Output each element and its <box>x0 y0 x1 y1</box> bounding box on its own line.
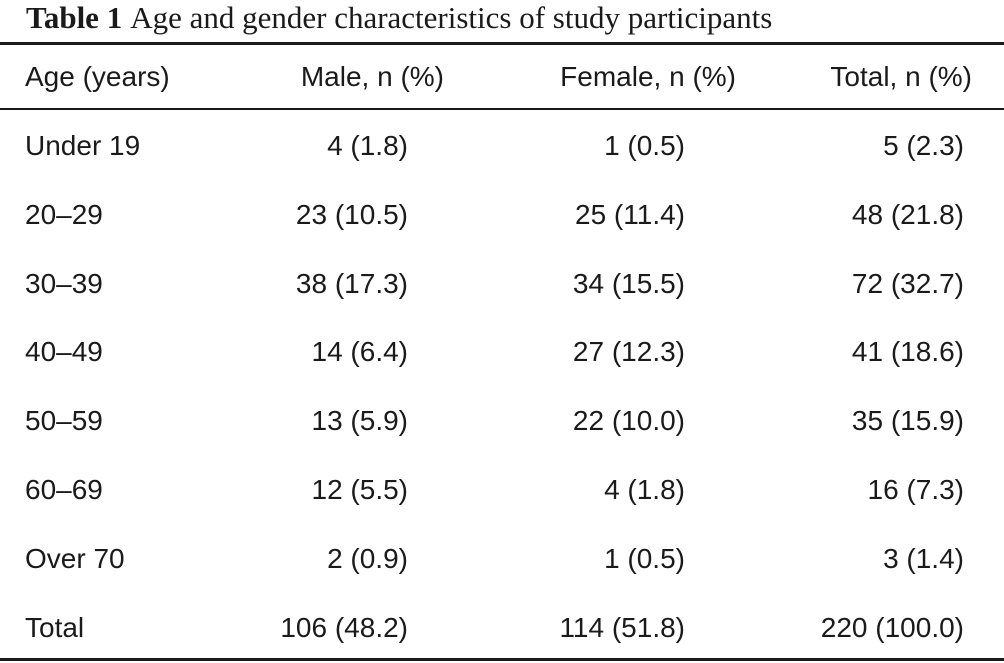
table-bottom-rule <box>0 658 1004 661</box>
cell-male: 14 (6.4) <box>311 336 409 367</box>
cell-female: 114 (51.8) <box>559 612 685 643</box>
table-row: 40–49 14 (6.4) 27 (12.3) 41 (18.6) <box>0 332 1004 372</box>
cell-male: 106 (48.2) <box>280 612 408 643</box>
cell-male: 38 (17.3) <box>295 268 408 299</box>
table-row: 60–69 12 (5.5) 4 (1.8) 16 (7.3) <box>0 470 1004 510</box>
header-age: Age (years) <box>25 61 170 92</box>
table-header-rule <box>0 108 1004 110</box>
table-top-rule <box>0 42 1004 45</box>
cell-age: 50–59 <box>25 405 103 436</box>
cell-male: 2 (0.9) <box>327 543 408 574</box>
cell-age: Over 70 <box>25 543 125 574</box>
cell-male: 13 (5.9) <box>311 405 409 436</box>
table-caption-text: Age and gender characteristics of study … <box>130 0 773 35</box>
table-row-total: Total 106 (48.2) 114 (51.8) 220 (100.0) <box>0 608 1004 648</box>
cell-age: Under 19 <box>25 130 141 161</box>
cell-female: 22 (10.0) <box>572 405 685 436</box>
cell-total: 5 (2.3) <box>883 130 964 161</box>
header-female: Female, n (%) <box>560 61 736 92</box>
cell-female: 1 (0.5) <box>604 543 685 574</box>
cell-total: 3 (1.4) <box>883 543 964 574</box>
cell-male: 4 (1.8) <box>327 130 408 161</box>
cell-total: 48 (21.8) <box>851 199 964 230</box>
cell-age: 30–39 <box>25 268 103 299</box>
cell-female: 1 (0.5) <box>604 130 685 161</box>
cell-total: 220 (100.0) <box>820 612 964 643</box>
cell-age: 20–29 <box>25 199 103 230</box>
table-row: 50–59 13 (5.9) 22 (10.0) 35 (15.9) <box>0 401 1004 441</box>
cell-total: 41 (18.6) <box>851 336 964 367</box>
cell-age: Total <box>25 612 85 643</box>
cell-total: 72 (32.7) <box>851 268 964 299</box>
table-caption-label: Table 1 <box>26 0 123 35</box>
cell-total: 16 (7.3) <box>867 474 965 505</box>
table-row: 20–29 23 (10.5) 25 (11.4) 48 (21.8) <box>0 195 1004 235</box>
table-row: 30–39 38 (17.3) 34 (15.5) 72 (32.7) <box>0 264 1004 304</box>
table-header-row: Age (years) Male, n (%) Female, n (%) To… <box>0 57 1004 97</box>
cell-age: 40–49 <box>25 336 103 367</box>
table-caption: Table 1 Age and gender characteristics of… <box>26 0 772 36</box>
cell-male: 23 (10.5) <box>295 199 408 230</box>
cell-age: 60–69 <box>25 474 103 505</box>
table-row: Over 70 2 (0.9) 1 (0.5) 3 (1.4) <box>0 539 1004 579</box>
cell-female: 27 (12.3) <box>572 336 685 367</box>
header-male: Male, n (%) <box>300 61 444 92</box>
cell-male: 12 (5.5) <box>311 474 409 505</box>
header-total: Total, n (%) <box>830 61 972 92</box>
table-row: Under 19 4 (1.8) 1 (0.5) 5 (2.3) <box>0 126 1004 166</box>
cell-total: 35 (15.9) <box>851 405 964 436</box>
cell-female: 4 (1.8) <box>604 474 685 505</box>
cell-female: 34 (15.5) <box>572 268 685 299</box>
cell-female: 25 (11.4) <box>575 199 685 230</box>
